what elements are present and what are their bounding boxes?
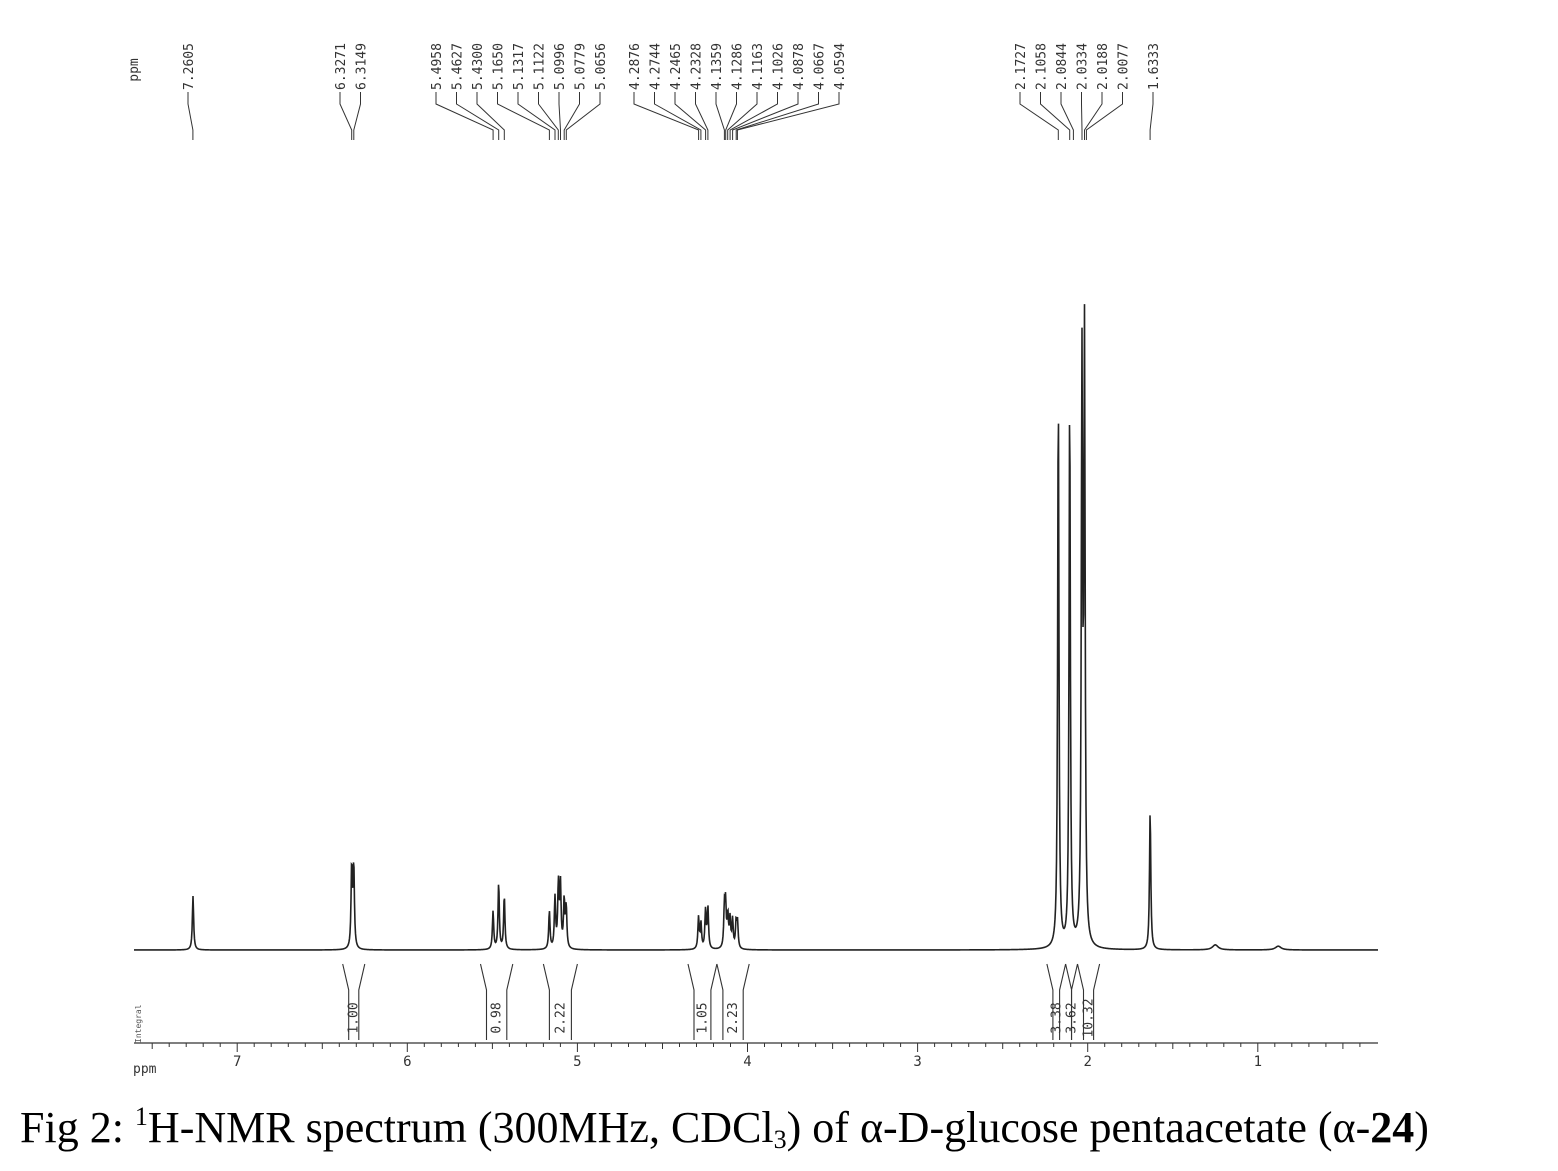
peak-label: 4.1163	[751, 43, 766, 90]
peak-label: 5.0656	[594, 43, 609, 90]
caption-part2: ) of α-D-glucose pentaacetate (α-	[786, 1103, 1371, 1152]
axis-tick-label: 6	[403, 1054, 411, 1070]
caption-part1: H-NMR spectrum (300MHz, CDCl	[147, 1103, 774, 1152]
nmr-spectrum-chart: 7.2605 6.3271 6.3149 5.4958 5.4627 5.4300 5.16…	[127, 43, 1378, 1077]
integral-value: 0.98	[490, 1002, 505, 1033]
peak-label: 6.3149	[355, 43, 370, 90]
axis-tick-label: 3	[913, 1054, 921, 1070]
integral-bracket	[1046, 963, 1067, 1040]
peak-label-layer: 7.2605 6.3271 6.3149 5.4958 5.4627 5.4300 5.16…	[182, 43, 1162, 140]
peak-leader-line	[725, 92, 737, 140]
peak-leader-line	[476, 92, 505, 140]
peak-label: 4.2744	[649, 43, 664, 90]
caption-subscript: 3	[773, 1125, 787, 1154]
peak-label: 4.2876	[628, 43, 643, 90]
integral-value: 2.22	[553, 1002, 568, 1033]
peak-leader-line	[353, 92, 361, 140]
ppm-axis: 7 6 5 4 3 2 1	[134, 1042, 1378, 1070]
peak-leader-line	[654, 92, 702, 140]
integral-bracket	[479, 963, 514, 1040]
peak-label: 2.0077	[1117, 43, 1132, 90]
peak-label: 4.0594	[833, 43, 848, 90]
peak-label: 1.6333	[1147, 43, 1162, 90]
peak-label: 7.2605	[182, 43, 197, 90]
peak-label: 5.4627	[451, 43, 466, 90]
peak-leader-line	[695, 92, 709, 140]
integral-bracket	[687, 963, 718, 1040]
figure-caption: Fig 2: 1H-NMR spectrum (300MHz, CDCl3) o…	[20, 1103, 1550, 1153]
peak-leader-line	[674, 92, 707, 140]
peak-leader-line	[563, 92, 580, 140]
integral-axis-label: Integral	[134, 1004, 143, 1043]
peak-label: 4.1359	[710, 43, 725, 90]
peak-leader-line	[1081, 92, 1083, 140]
integral-value: 10.32	[1082, 998, 1097, 1037]
peak-leader-line	[1040, 92, 1071, 140]
peak-leader-line	[729, 92, 778, 140]
integral-value: 1.00	[347, 1002, 362, 1033]
integral-value: 3.38	[1049, 1002, 1064, 1033]
peak-leader-line	[1149, 92, 1154, 140]
peak-leader-line	[1084, 92, 1103, 140]
peak-label: 2.1058	[1035, 43, 1050, 90]
peak-leader-line	[456, 92, 500, 140]
top-axis-ppm-label: ppm	[127, 58, 142, 82]
peak-label: 2.0334	[1076, 43, 1091, 90]
peak-leader-line	[517, 92, 556, 140]
peak-leader-line	[565, 92, 601, 140]
caption-part3: )	[1414, 1103, 1429, 1152]
peak-leader-line	[715, 92, 725, 140]
peak-leader-line	[538, 92, 559, 140]
caption-superscript: 1	[134, 1102, 148, 1131]
peak-label: 5.4300	[471, 43, 486, 90]
caption-compound-number: 24	[1370, 1103, 1415, 1152]
peak-leader-line	[732, 92, 799, 140]
axis-tick-label: 7	[233, 1054, 241, 1070]
peak-leader-line	[736, 92, 840, 140]
peak-label: 5.1650	[492, 43, 507, 90]
integral-bracket	[1065, 963, 1079, 1040]
peak-label: 4.1026	[772, 43, 787, 90]
axis-tick-label: 2	[1083, 1054, 1091, 1070]
axis-tick-label: 4	[743, 1054, 751, 1070]
peak-leader-line	[735, 92, 819, 140]
peak-label: 5.1317	[512, 43, 527, 90]
caption-prefix: Fig 2:	[20, 1103, 135, 1152]
integral-value: 2.23	[726, 1002, 741, 1033]
peak-label: 4.1286	[731, 43, 746, 90]
peak-leader-line	[435, 92, 494, 140]
peak-leader-line	[633, 92, 700, 140]
peak-leader-line	[497, 92, 550, 140]
peak-leader-line	[1085, 92, 1123, 140]
x-axis-label: ppm	[133, 1062, 157, 1077]
integral-value: 3.62	[1065, 1002, 1080, 1033]
peak-label: 2.1727	[1014, 43, 1029, 90]
peak-leader-line	[339, 92, 353, 140]
spectrum-trace	[134, 304, 1378, 951]
peak-label: 4.2465	[669, 43, 684, 90]
peak-leader-line	[558, 92, 561, 140]
peak-label: 5.0779	[574, 43, 589, 90]
axis-tick-label: 1	[1254, 1054, 1262, 1070]
peak-label: 4.2328	[690, 43, 705, 90]
peak-leader-line	[727, 92, 758, 140]
peak-label: 4.0878	[792, 43, 807, 90]
integral-bracket	[1076, 963, 1101, 1040]
peak-label: 5.0996	[553, 43, 568, 90]
axis-tick-label: 5	[573, 1054, 581, 1070]
peak-leader-line	[1060, 92, 1074, 140]
peak-label: 4.0667	[813, 43, 828, 90]
integral-bracket	[716, 963, 750, 1040]
integral-bracket	[542, 963, 578, 1040]
peak-leader-line	[1019, 92, 1059, 140]
integral-bracket	[342, 963, 366, 1040]
integral-value: 1.05	[695, 1002, 710, 1033]
integral-layer: 1.00 0.98 2.22 1.05 2.23 3.38 3.62 10.32	[342, 963, 1101, 1040]
peak-leader-line	[187, 92, 194, 140]
peak-label: 2.0844	[1055, 43, 1070, 90]
peak-label: 5.1122	[533, 43, 548, 90]
peak-label: 2.0188	[1096, 43, 1111, 90]
peak-label: 5.4958	[430, 43, 445, 90]
peak-label: 6.3271	[334, 43, 349, 90]
